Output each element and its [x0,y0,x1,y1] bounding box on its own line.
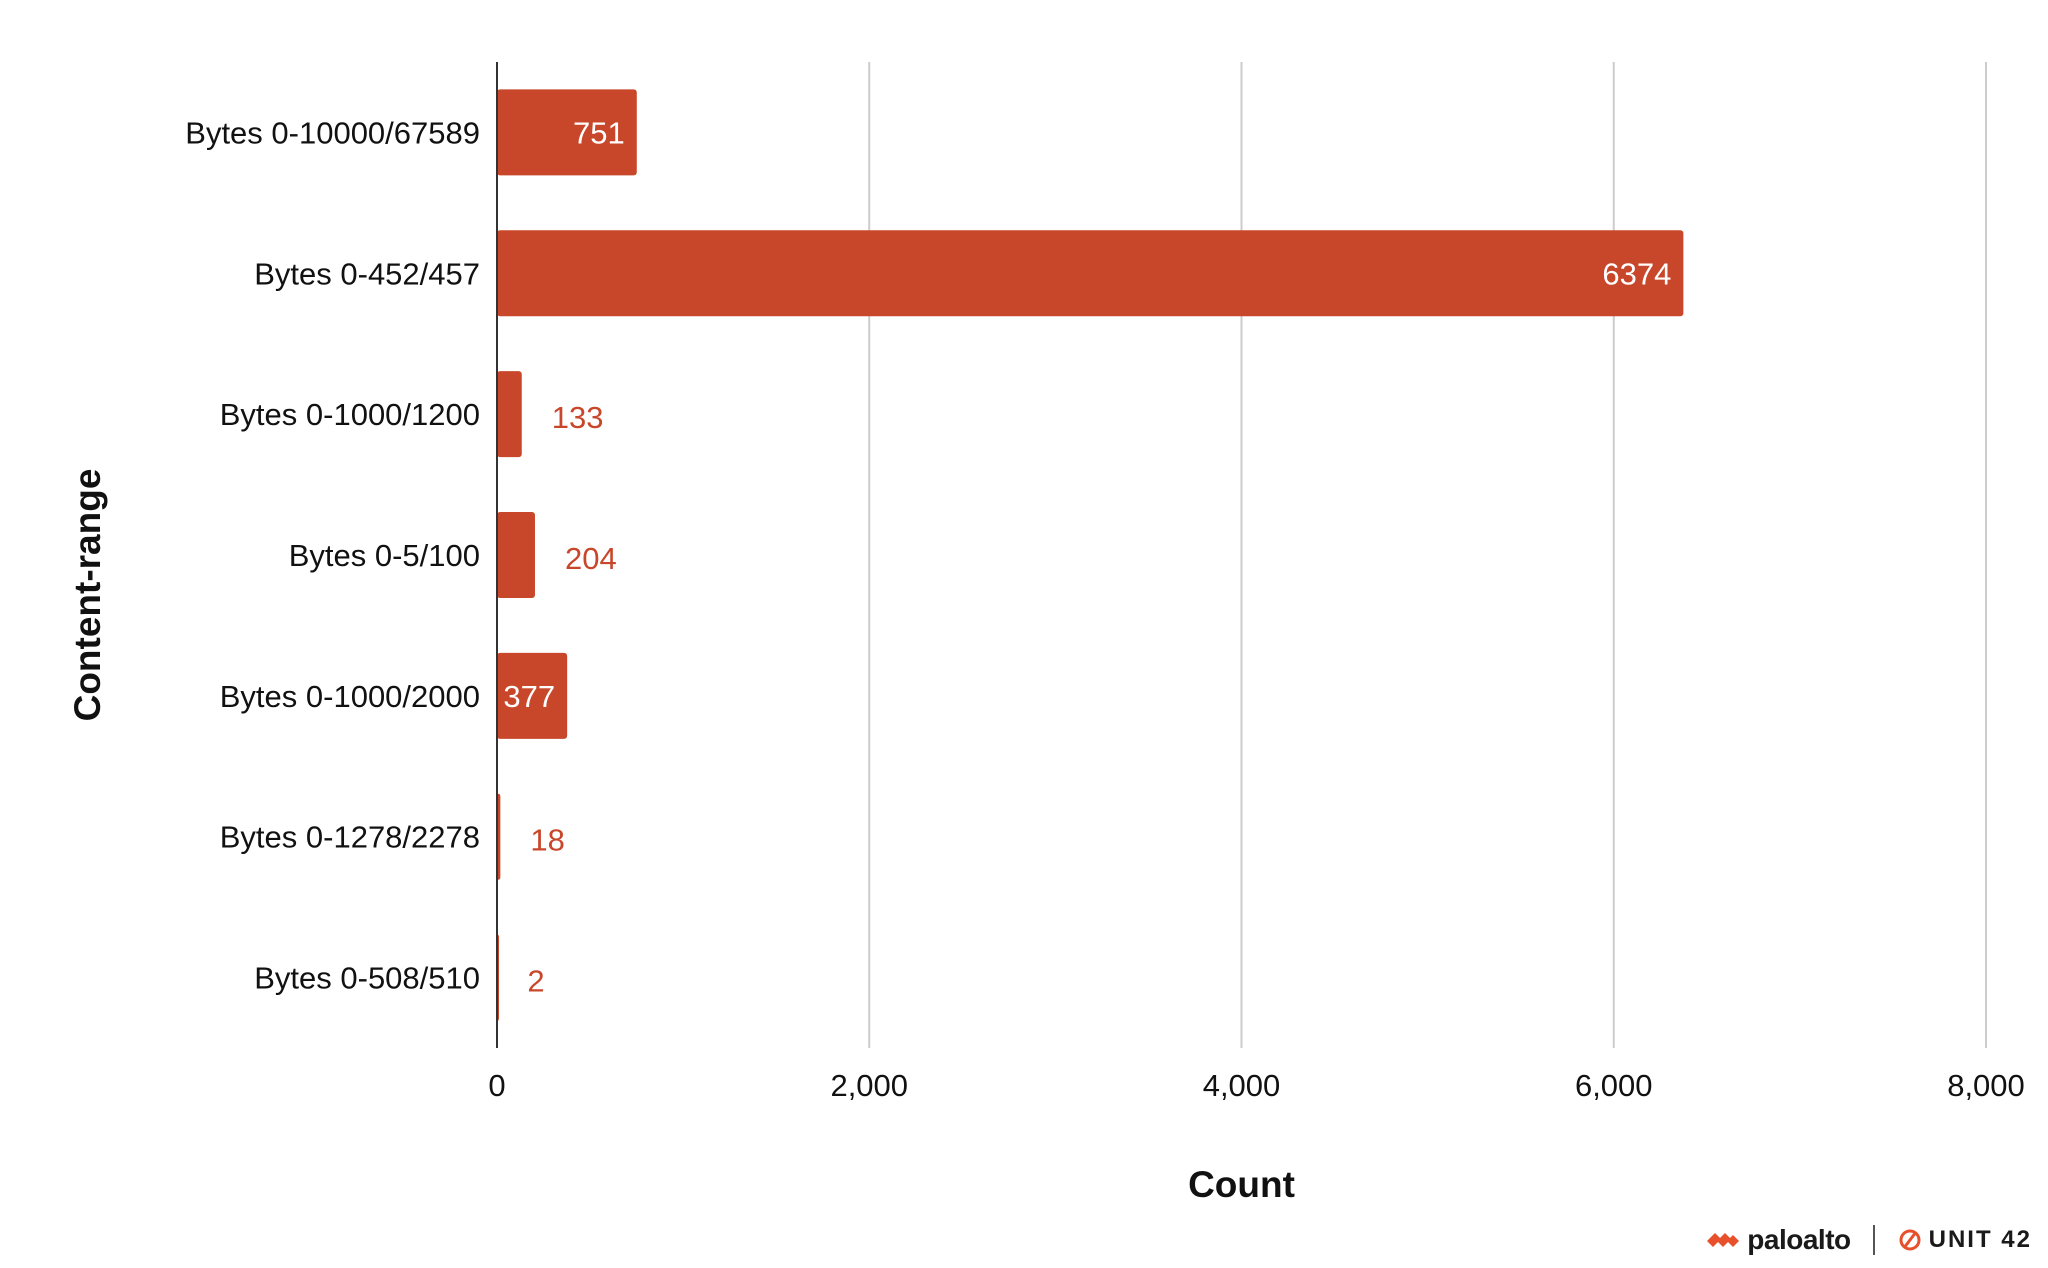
category-label: Bytes 0-10000/67589 [185,115,480,150]
x-tick-label: 6,000 [1575,1068,1653,1103]
category-label: Bytes 0-452/457 [254,256,480,291]
value-label: 204 [565,541,617,576]
value-label: 18 [530,823,564,858]
value-label: 133 [552,400,604,435]
labels: 0 2,000 4,000 6,000 8,000 Bytes 0-10000/67589… [185,62,2025,1103]
x-tick-label: 4,000 [1203,1068,1281,1103]
bars [497,89,1684,1021]
brand-divider [1872,1225,1875,1255]
value-label: 6374 [1602,256,1671,291]
y-axis-title: Content-range [67,469,108,722]
footer-branding: paloalto UNIT 42 [1705,1222,2032,1258]
category-label: Bytes 0-5/100 [289,538,480,573]
bar [497,652,568,739]
paloalto-logo-icon [1707,1233,1740,1247]
unit42-wordmark: UNIT 42 [1928,1226,2032,1253]
grid-lines [868,62,1987,1048]
value-label: 2 [527,964,544,999]
value-label: 751 [573,115,625,150]
bar [497,89,637,176]
unit42-brand: UNIT 42 [1897,1226,2032,1254]
bar [497,512,535,598]
value-label: 377 [503,679,555,714]
unit42-logo-icon [1899,1229,1921,1251]
paloalto-wordmark: paloalto [1747,1224,1851,1255]
x-tick-label: 0 [488,1068,505,1103]
x-tick-label: 2,000 [830,1068,908,1103]
bar [497,371,522,458]
category-label: Bytes 0-1000/1200 [220,397,480,432]
category-label: Bytes 0-1000/2000 [220,679,480,714]
paloalto-brand: paloalto [1705,1224,1851,1256]
category-label: Bytes 0-1278/2278 [220,820,480,855]
x-axis-title: Count [1188,1164,1295,1205]
x-tick-label: 8,000 [1947,1068,2025,1103]
category-label: Bytes 0-508/510 [254,961,480,996]
bar [497,230,1684,317]
